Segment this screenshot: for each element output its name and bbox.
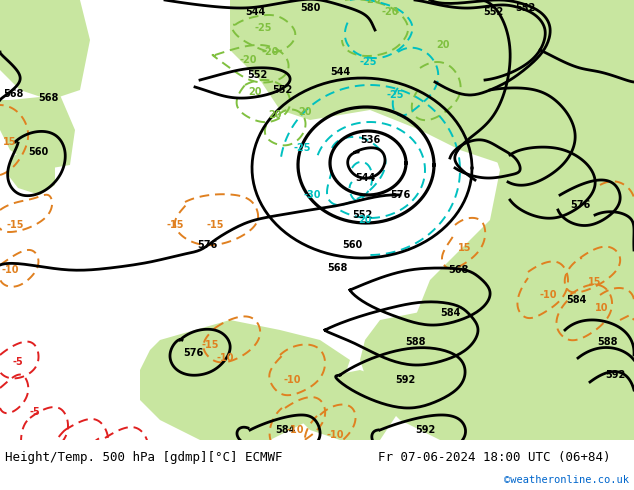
Text: Height/Temp. 500 hPa [gdmp][°C] ECMWF: Height/Temp. 500 hPa [gdmp][°C] ECMWF: [5, 450, 283, 464]
Text: 552: 552: [272, 85, 292, 95]
Text: 15: 15: [458, 243, 472, 253]
Text: 544: 544: [355, 173, 375, 183]
Text: 544: 544: [330, 67, 350, 77]
Text: 568: 568: [448, 265, 468, 275]
Text: 576: 576: [197, 240, 217, 250]
Text: 560: 560: [342, 240, 362, 250]
Text: 588: 588: [598, 337, 618, 347]
Text: 568: 568: [327, 263, 347, 273]
Text: -25: -25: [359, 57, 377, 67]
Text: -25: -25: [386, 90, 404, 100]
Text: 568: 568: [38, 93, 58, 103]
Text: -25: -25: [254, 23, 272, 33]
Text: -20: -20: [239, 55, 257, 65]
Polygon shape: [8, 148, 55, 195]
Polygon shape: [410, 0, 634, 440]
Polygon shape: [230, 0, 634, 170]
Text: 576: 576: [570, 200, 590, 210]
Text: 10: 10: [595, 303, 609, 313]
Text: -10: -10: [540, 290, 557, 300]
Text: 552: 552: [352, 210, 372, 220]
Text: 552: 552: [247, 70, 267, 80]
Text: -20: -20: [363, 0, 381, 5]
Text: 584: 584: [275, 425, 295, 435]
Text: -10: -10: [327, 430, 344, 440]
Polygon shape: [295, 370, 400, 440]
Polygon shape: [360, 300, 580, 440]
Text: -25: -25: [294, 143, 311, 153]
Text: -20: -20: [381, 7, 399, 17]
Text: -5: -5: [13, 357, 23, 367]
Text: 20: 20: [298, 107, 312, 117]
Text: -10: -10: [286, 425, 304, 435]
Text: -10: -10: [283, 375, 301, 385]
Text: 592: 592: [415, 425, 435, 435]
Text: -5: -5: [30, 407, 41, 417]
Text: 20: 20: [358, 215, 372, 225]
Text: -15: -15: [201, 340, 219, 350]
Text: 560: 560: [28, 147, 48, 157]
Text: 592: 592: [395, 375, 415, 385]
Text: 15: 15: [3, 137, 16, 147]
Text: 584: 584: [566, 295, 586, 305]
Text: 536: 536: [360, 135, 380, 145]
Text: 568: 568: [3, 89, 23, 99]
Text: 576: 576: [390, 190, 410, 200]
Text: -15: -15: [206, 220, 224, 230]
Text: 584: 584: [440, 308, 460, 318]
Text: -30: -30: [303, 190, 321, 200]
Text: 576: 576: [183, 348, 203, 358]
Text: 552: 552: [515, 3, 535, 13]
Text: 592: 592: [605, 370, 625, 380]
Text: 552: 552: [483, 7, 503, 17]
Text: -15: -15: [166, 220, 184, 230]
Polygon shape: [140, 320, 350, 440]
Text: 20: 20: [436, 40, 450, 50]
Text: -10: -10: [1, 265, 19, 275]
Text: -15: -15: [6, 220, 23, 230]
Text: ©weatheronline.co.uk: ©weatheronline.co.uk: [504, 475, 629, 485]
Text: 588: 588: [404, 337, 425, 347]
Text: 20: 20: [249, 87, 262, 97]
Polygon shape: [0, 95, 75, 170]
Text: 15: 15: [588, 277, 602, 287]
Text: -20: -20: [261, 47, 279, 57]
Text: Fr 07-06-2024 18:00 UTC (06+84): Fr 07-06-2024 18:00 UTC (06+84): [378, 450, 611, 464]
Text: 20: 20: [268, 110, 281, 120]
Text: 580: 580: [300, 3, 320, 13]
Polygon shape: [0, 0, 90, 100]
Text: 544: 544: [245, 7, 265, 17]
Text: -10: -10: [216, 353, 234, 363]
